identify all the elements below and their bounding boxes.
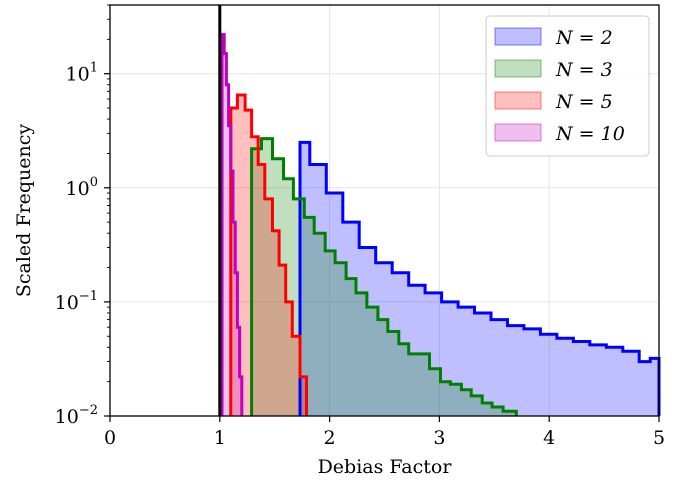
x-tick-label: 0 <box>104 427 116 449</box>
legend: N = 2 N = 3 N = 5 N = 10 <box>485 15 650 157</box>
legend-label-3: N = 10 <box>555 123 625 145</box>
legend-swatch-0 <box>494 27 542 46</box>
x-axis-ticks: 0 1 2 3 4 5 <box>104 416 665 449</box>
series-step-2 <box>229 93 308 416</box>
x-tick-label: 3 <box>433 427 445 449</box>
y-tick-label: 10−1 <box>55 289 98 314</box>
x-tick-label: 1 <box>214 427 226 449</box>
series-fill-0 <box>300 142 659 416</box>
series-step-3 <box>220 33 244 416</box>
x-axis-label: Debias Factor <box>318 456 453 478</box>
y-tick-label: 10−2 <box>55 403 98 428</box>
series-step-1 <box>250 137 518 416</box>
legend-box <box>485 15 650 157</box>
y-axis-ticks: 10−2 10−1 100 101 <box>55 4 110 428</box>
x-tick-label: 4 <box>543 427 555 449</box>
axes-frame <box>109 4 660 417</box>
x-tick-label: 5 <box>653 427 665 449</box>
y-axis-label: Scaled Frequency <box>13 124 35 298</box>
series-steps <box>220 33 661 416</box>
legend-swatch-1 <box>494 59 542 78</box>
y-tick-label: 101 <box>66 61 98 86</box>
legend-swatch-2 <box>494 91 542 110</box>
legend-swatch-3 <box>494 123 542 142</box>
y-tick-label: 100 <box>66 175 98 200</box>
series-step-0 <box>298 140 661 416</box>
series-fill-2 <box>230 95 307 416</box>
series-fill-1 <box>251 138 517 416</box>
legend-label-2: N = 5 <box>555 91 613 113</box>
legend-label-0: N = 2 <box>555 27 613 49</box>
legend-label-1: N = 3 <box>555 59 613 81</box>
x-tick-label: 2 <box>324 427 336 449</box>
